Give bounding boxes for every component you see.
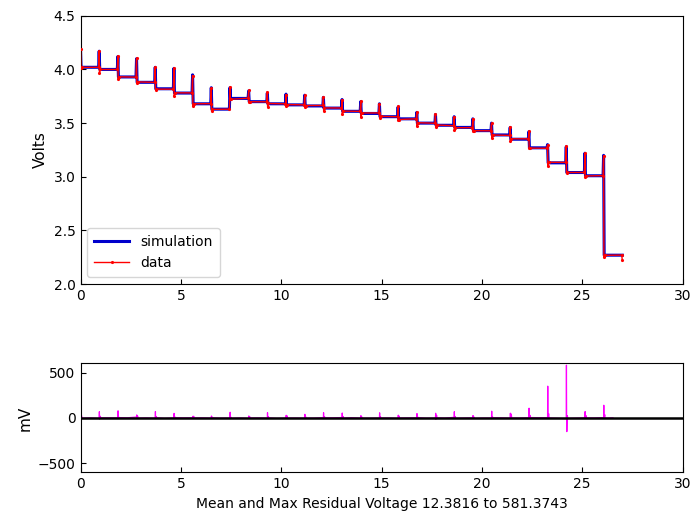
simulation	[581, 150, 589, 156]
simulation	[226, 95, 234, 101]
simulation	[618, 252, 626, 258]
data	[171, 90, 179, 96]
simulation	[94, 64, 103, 70]
data	[225, 106, 234, 112]
data	[76, 46, 85, 52]
Line: simulation: simulation	[80, 49, 622, 255]
Y-axis label: mV: mV	[18, 405, 32, 430]
data	[206, 100, 215, 107]
simulation	[76, 46, 85, 52]
data	[188, 72, 197, 79]
simulation	[394, 104, 402, 110]
simulation	[600, 252, 608, 258]
X-axis label: Mean and Max Residual Voltage 12.3816 to 581.3743: Mean and Max Residual Voltage 12.3816 to…	[195, 497, 568, 511]
Y-axis label: Volts: Volts	[33, 132, 48, 169]
Legend: simulation, data: simulation, data	[88, 228, 220, 277]
data	[581, 150, 589, 156]
Line: data: data	[79, 48, 624, 262]
data	[319, 94, 328, 100]
simulation	[338, 108, 346, 114]
simulation	[226, 85, 234, 91]
data	[618, 257, 626, 264]
